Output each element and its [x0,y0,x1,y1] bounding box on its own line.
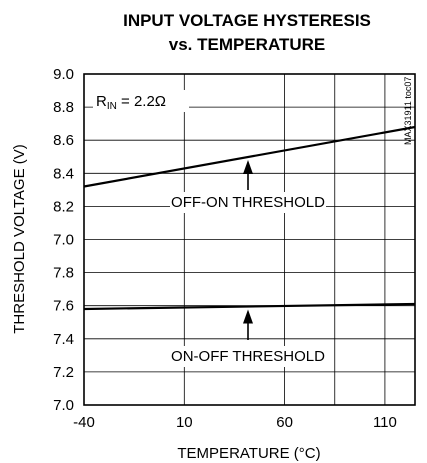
condition-label: RIN = 2.2Ω [96,93,166,112]
y-tick-label: 9.0 [53,66,74,83]
tick-label-layer: 9.08.88.68.48.27.07.87.67.47.27.0-40 10 60… [53,66,397,431]
chart-title-line1: INPUT VOLTAGE HYSTERESIS [123,11,371,30]
condition-label-background [93,90,189,112]
y-axis-label: THRESHOLD VOLTAGE (V) [11,144,28,333]
y-tick-label: 8.2 [53,198,74,215]
y-tick-label: 8.4 [53,165,74,182]
y-tick-label: 7.4 [53,331,74,348]
on-off-threshold-label: ON-OFF THRESHOLD [171,348,325,365]
series-layer [83,125,416,311]
y-tick-label: 8.8 [53,99,74,116]
annotation-layer: OFF-ON THRESHOLD ON-OFF THRESHOLD [93,90,326,367]
on-off-threshold-line [83,302,416,311]
x-axis-label: TEMPERATURE (°C) [177,445,320,462]
condition-prefix: R [96,93,107,110]
off-on-threshold-label-background [170,192,326,213]
on-off-threshold-label-background [170,346,326,367]
on-off-threshold-arrow-head [243,309,253,324]
x-tick-label: 10 [176,414,193,431]
y-tick-label: 7.2 [53,364,74,381]
off-on-threshold-line [83,125,416,188]
off-on-threshold-label: OFF-ON THRESHOLD [171,194,325,211]
plot-frame [83,73,416,406]
svg-text:RIN = 2.2Ω: RIN = 2.2Ω [96,93,166,112]
figure-code: MAX31911 toc07 [403,77,413,145]
condition-value: = 2.2Ω [117,93,166,110]
y-tick-label: 8.6 [53,132,74,149]
off-on-threshold-arrow-head [243,160,253,175]
y-tick-label: 7.6 [53,298,74,315]
y-tick-label: 7.0 [53,397,74,414]
x-tick-label: 60 [276,414,293,431]
x-tick-label: -40 [73,414,95,431]
y-tick-label: 7.0 [53,232,74,249]
condition-subscript: IN [107,101,117,112]
y-tick-label: 7.8 [53,265,74,282]
chart-title-line2: vs. TEMPERATURE [169,35,326,54]
x-tick-label: 110 [373,414,397,431]
